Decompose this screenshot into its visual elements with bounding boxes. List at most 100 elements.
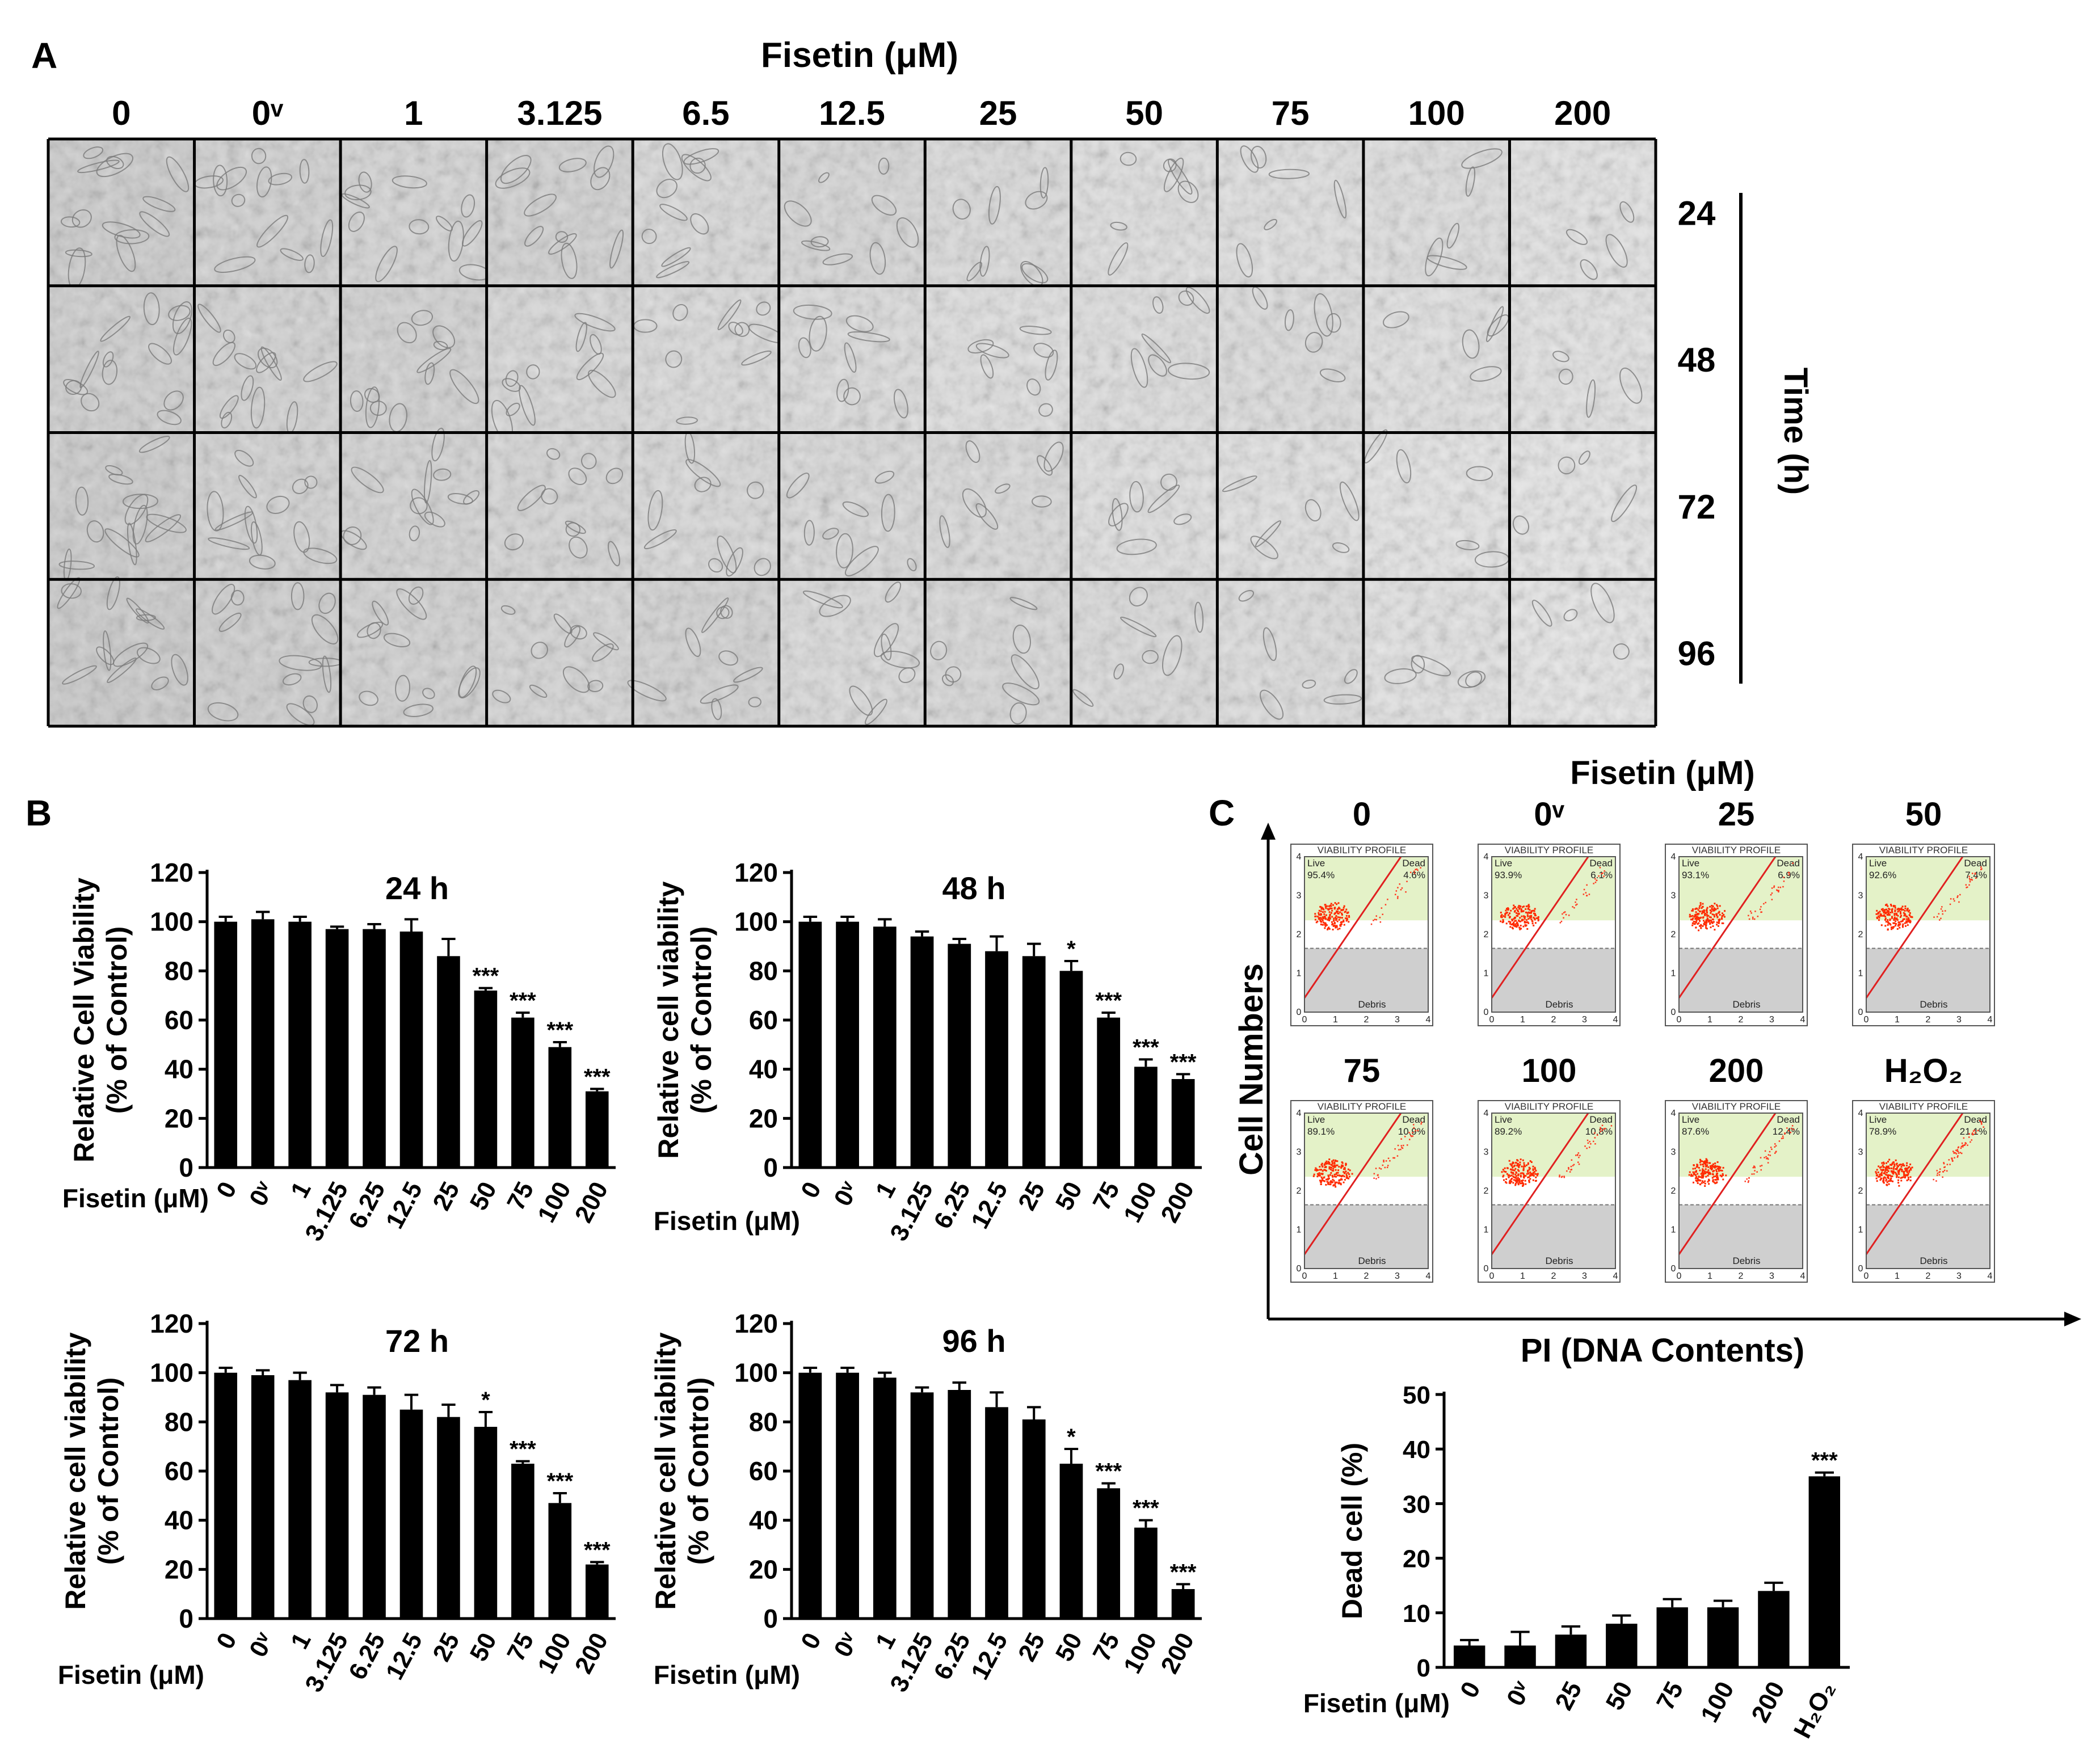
- event-dot: [1509, 1181, 1511, 1182]
- event-dot: [1893, 913, 1896, 915]
- event-dot: [1761, 1165, 1763, 1166]
- micrograph-texture: [778, 285, 925, 433]
- cell-outline: [145, 514, 182, 542]
- cell-outline: [504, 533, 524, 551]
- event-dot: [1332, 923, 1334, 925]
- cell-outline: [836, 378, 849, 402]
- event-dot: [1420, 867, 1421, 869]
- event-dot: [1878, 911, 1880, 913]
- bar: [511, 1017, 535, 1168]
- micrograph-texture: [48, 432, 195, 580]
- event-dot: [1339, 916, 1341, 918]
- event-dot: [1701, 1160, 1703, 1162]
- event-dot: [1956, 1150, 1958, 1152]
- event-dot: [1315, 1167, 1317, 1169]
- cell-outline: [79, 351, 99, 389]
- event-dot: [1891, 1167, 1893, 1169]
- event-dot: [1938, 1172, 1940, 1173]
- event-dot: [1332, 925, 1335, 927]
- event-dot: [1698, 918, 1700, 921]
- event-dot: [1517, 906, 1520, 908]
- event-dot: [1348, 921, 1350, 923]
- event-dot: [1336, 1181, 1338, 1183]
- cell-outline: [1141, 333, 1172, 364]
- event-dot: [1513, 918, 1515, 920]
- profile-title: VIABILITY PROFILE: [1692, 845, 1781, 856]
- event-dot: [1598, 875, 1600, 877]
- micrograph-cell: [778, 432, 925, 580]
- event-dot: [1705, 1165, 1707, 1168]
- micrograph-texture: [48, 285, 195, 433]
- event-dot: [1335, 1175, 1337, 1178]
- event-dot: [1521, 915, 1523, 917]
- cell-outline: [492, 689, 511, 703]
- event-dot: [1721, 922, 1723, 924]
- cell-outline: [717, 536, 737, 574]
- y-tick-label: 50: [1403, 1381, 1430, 1409]
- event-dot: [1887, 919, 1889, 921]
- event-dot: [1321, 907, 1323, 909]
- event-dot: [1517, 915, 1519, 917]
- event-dot: [1893, 916, 1896, 918]
- event-dot: [1329, 1183, 1332, 1186]
- event-dot: [1696, 908, 1698, 910]
- event-dot: [1510, 1174, 1513, 1177]
- event-dot: [1522, 1168, 1525, 1170]
- event-dot: [1323, 1179, 1325, 1182]
- event-dot: [1336, 910, 1337, 912]
- event-dot: [1760, 911, 1762, 913]
- event-dot: [1699, 1164, 1702, 1166]
- event-dot: [1881, 1169, 1883, 1172]
- event-dot: [1337, 911, 1339, 913]
- event-dot: [1946, 1170, 1948, 1172]
- cell-outline: [65, 249, 92, 258]
- event-dot: [1972, 1130, 1975, 1132]
- event-dot: [1939, 919, 1941, 921]
- cell-outline: [1252, 286, 1268, 310]
- event-dot: [1336, 926, 1338, 928]
- y-axis-tick: 2: [1858, 1186, 1863, 1196]
- micrograph-cell: [1071, 285, 1218, 433]
- y-axis-tick: 2: [1671, 1186, 1676, 1196]
- event-dot: [1886, 904, 1888, 906]
- event-dot: [1610, 1125, 1613, 1127]
- cell-outline: [341, 193, 370, 209]
- event-dot: [1325, 914, 1327, 916]
- event-dot: [1510, 924, 1513, 925]
- live-percent: 87.6%: [1682, 1126, 1709, 1137]
- y-axis-tick: 3: [1484, 1148, 1489, 1157]
- micrograph-texture: [633, 432, 779, 580]
- event-dot: [1902, 926, 1904, 928]
- event-dot: [1895, 1168, 1897, 1170]
- panel-a-micrograph-grid: Fisetin (μM) 0 0ᵛ 1 3.125 6.5 12.5 25 50 75 100 20…: [47, 36, 1814, 728]
- significance-marker: ***: [546, 1018, 573, 1043]
- event-dot: [1709, 909, 1711, 912]
- cell-outline: [756, 301, 771, 316]
- event-dot: [1512, 1172, 1514, 1174]
- event-dot: [1530, 916, 1533, 918]
- live-percent: 93.9%: [1495, 870, 1522, 880]
- event-dot: [1530, 1161, 1533, 1163]
- y-axis-tick: 1: [1484, 1225, 1489, 1235]
- event-dot: [1969, 880, 1971, 883]
- event-dot: [1968, 1136, 1970, 1138]
- event-dot: [1703, 922, 1705, 925]
- bar: [1097, 1488, 1121, 1619]
- y-axis-tick: 2: [1297, 930, 1302, 939]
- micrograph-texture: [340, 139, 487, 286]
- event-dot: [1969, 1141, 1971, 1143]
- event-dot: [1711, 905, 1713, 907]
- concentration-label: 3.125: [517, 94, 602, 132]
- cell-outline: [643, 529, 677, 550]
- profile-condition-label: 200: [1709, 1052, 1764, 1089]
- micrograph-cell: [633, 139, 779, 286]
- event-dot: [1413, 1127, 1415, 1129]
- x-tick-label: 12.5: [381, 1177, 428, 1233]
- event-dot: [1327, 1181, 1329, 1183]
- event-dot: [1525, 905, 1527, 908]
- cell-outline: [1250, 536, 1278, 559]
- event-dot: [1322, 1179, 1324, 1182]
- event-dot: [1889, 919, 1891, 921]
- x-axis-label: Fisetin (μM): [1303, 1688, 1450, 1718]
